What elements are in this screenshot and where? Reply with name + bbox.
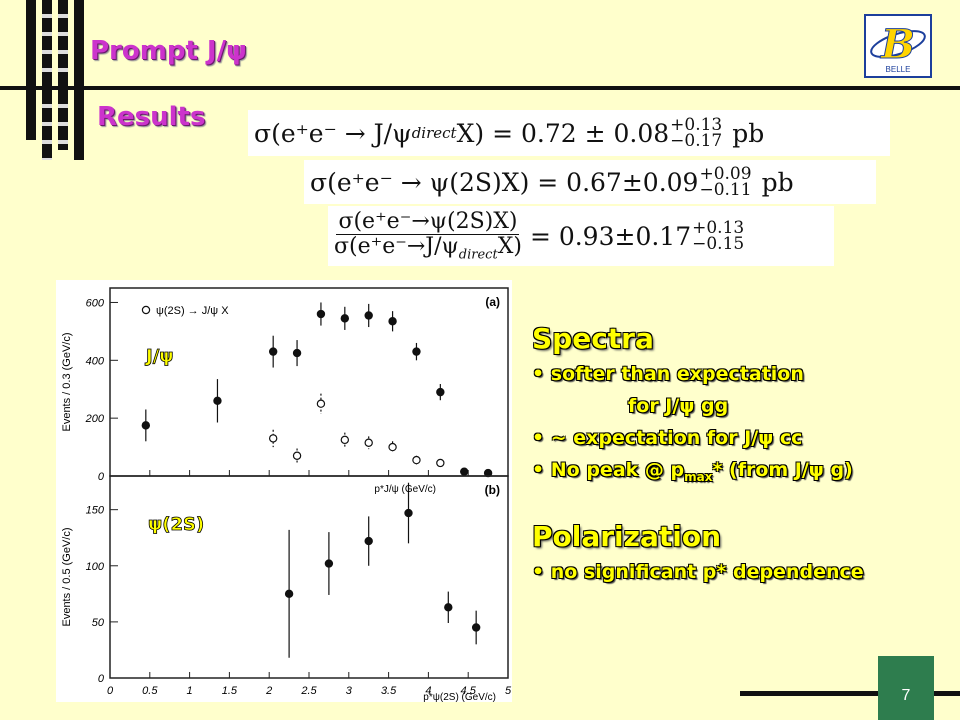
- equation-psi2s: σ(e⁺e⁻ → ψ(2S)X) = 0.67±0.09 +0.09 −0.11 …: [304, 160, 876, 204]
- legend-marker: [141, 305, 151, 315]
- data-point-open: [412, 455, 421, 465]
- equation-ratio: σ(e⁺e⁻→ψ(2S)X) σ(e⁺e⁻→J/ψdirectX) = 0.93…: [328, 206, 834, 266]
- x-tick-label: 4.5: [461, 685, 477, 697]
- data-point: [268, 347, 278, 356]
- x-tick-label: 1.5: [222, 685, 238, 697]
- y-tick-label: 100: [86, 561, 105, 573]
- decor-line: [740, 691, 960, 696]
- y-tick-label: 400: [86, 355, 105, 367]
- spectra-item: • ~ expectation for J/ψ cc: [532, 427, 803, 449]
- data-point: [404, 508, 413, 518]
- belle-logo-mark: B BELLE: [870, 21, 926, 74]
- data-point: [388, 317, 397, 326]
- data-point: [284, 589, 294, 599]
- data-point: [340, 314, 350, 323]
- x-tick-label: 2: [265, 685, 272, 697]
- decor-line: [0, 86, 960, 90]
- y-tick-label: 50: [92, 617, 105, 629]
- spectra-item: • softer than expectation: [532, 363, 804, 385]
- decor-bar: [42, 0, 52, 160]
- page-number: 7: [878, 656, 934, 720]
- data-point: [141, 421, 151, 430]
- decor-bar: [74, 0, 84, 160]
- x-tick-label: 3.5: [381, 685, 397, 697]
- data-point: [444, 603, 453, 612]
- data-point-open: [340, 435, 350, 445]
- slide-subtitle: Results: [97, 102, 206, 132]
- y-tick-label: 150: [86, 505, 105, 517]
- y-tick-label: 200: [85, 413, 105, 425]
- data-point-open: [268, 434, 278, 443]
- x-tick-label: 1: [187, 685, 193, 697]
- slide-title: Prompt J/ψ: [90, 36, 247, 66]
- decor-bar: [26, 0, 36, 140]
- y-tick-label: 0: [98, 673, 105, 685]
- data-point: [213, 396, 222, 406]
- data-point: [324, 559, 334, 568]
- y-axis-label: Events / 0.5 (GeV/c): [61, 527, 73, 626]
- data-point: [436, 387, 445, 397]
- spectra-item: for J/ψ gg: [628, 395, 729, 417]
- polarization-item: • no significant p* dependence: [532, 561, 864, 583]
- data-point-open: [436, 458, 445, 468]
- data-point: [364, 311, 373, 320]
- x-tick-label: 3: [346, 685, 353, 697]
- legend-label: ψ(2S) → J/ψ X: [156, 305, 229, 317]
- polarization-heading: Polarization: [532, 520, 721, 553]
- panel-particle-label: ψ(2S): [148, 514, 204, 535]
- data-point-open: [364, 438, 373, 447]
- panel-label: (b): [485, 483, 500, 497]
- x-tick-label: 0.5: [142, 685, 158, 697]
- y-axis-label: Events / 0.3 (GeV/c): [61, 332, 73, 431]
- svg-text:BELLE: BELLE: [886, 65, 911, 74]
- data-point-open: [316, 399, 326, 408]
- x-tick-label: 4: [425, 685, 431, 697]
- equation-jpsi: σ(e⁺e⁻ → J/ψ direct X) = 0.72 ± 0.08 +0.13…: [248, 110, 890, 156]
- y-tick-label: 0: [98, 471, 105, 483]
- spectra-plot: 0 200 400 600 Events / 0.3 (GeV/c) (a) J/ψ 0 50 1…: [56, 280, 512, 703]
- panel-label: (a): [485, 295, 500, 309]
- x-tick-label: 5: [505, 685, 512, 697]
- data-point: [364, 536, 373, 546]
- spectra-heading: Spectra: [532, 322, 654, 355]
- panel-particle-label: J/ψ: [144, 346, 174, 367]
- data-point: [316, 309, 326, 319]
- y-tick-label: 600: [86, 297, 105, 309]
- x-tick-label: 2.5: [300, 685, 317, 697]
- data-point: [292, 348, 302, 358]
- belle-logo: B BELLE: [864, 14, 932, 78]
- data-point: [460, 467, 469, 476]
- x-axis-label: p*ψ(2S) (GeV/c): [423, 692, 496, 702]
- decor-bar: [58, 0, 68, 150]
- svg-text:B: B: [880, 21, 915, 68]
- data-point: [412, 347, 421, 356]
- spectra-item: • No peak @ pmax* (from J/ψ g): [532, 459, 853, 484]
- data-point-open: [292, 451, 302, 460]
- x-axis-label: p*J/ψ (GeV/c): [374, 484, 436, 495]
- x-tick-label: 0: [107, 685, 114, 697]
- data-point: [471, 623, 481, 632]
- data-point-open: [388, 442, 397, 452]
- plot-frame: [109, 475, 509, 679]
